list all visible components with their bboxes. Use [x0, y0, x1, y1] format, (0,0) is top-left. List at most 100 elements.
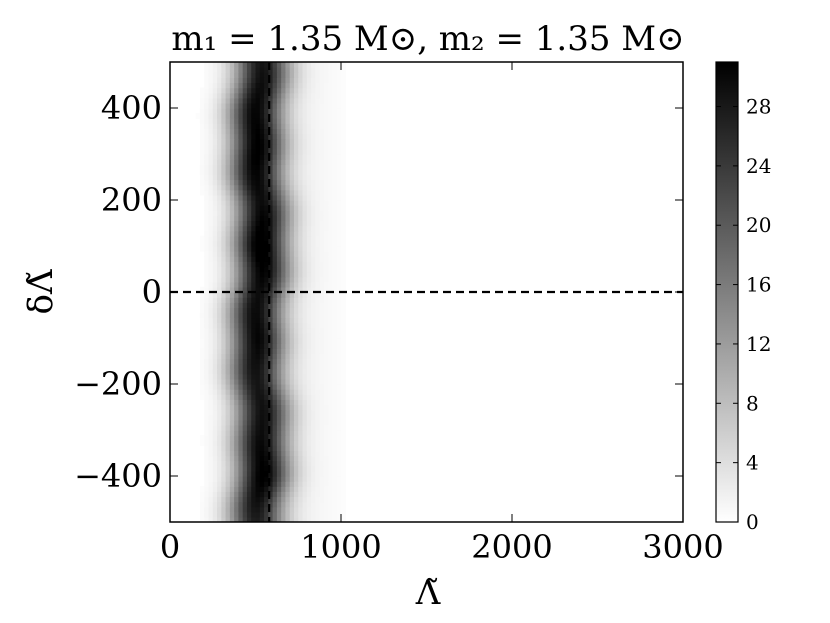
heatmap-cell: [264, 97, 269, 104]
heatmap-cell: [332, 72, 338, 78]
heatmap-cell: [208, 501, 214, 508]
heatmap-cell: [212, 312, 218, 319]
heatmap-cell: [336, 378, 342, 385]
heatmap-cell: [289, 113, 295, 119]
heatmap-cell: [332, 435, 338, 441]
heatmap-cell: [285, 327, 291, 334]
heatmap-cell: [234, 501, 240, 508]
heatmap-cell: [281, 276, 287, 283]
heatmap-cell: [289, 169, 295, 176]
heatmap-cell: [225, 435, 231, 441]
heatmap-cell: [246, 435, 252, 441]
heatmap-cell: [208, 404, 214, 411]
heatmap-cell: [323, 72, 329, 78]
heatmap-cell: [332, 348, 338, 354]
heatmap-cell: [298, 353, 304, 360]
heatmap-cell: [298, 77, 304, 84]
heatmap-cell: [234, 67, 240, 73]
heatmap-cell: [336, 225, 342, 232]
heatmap-cell: [238, 118, 244, 124]
heatmap-cell: [285, 225, 291, 232]
heatmap-cell: [323, 394, 329, 400]
heatmap-cell: [255, 128, 261, 135]
heatmap-cell: [259, 189, 265, 196]
heatmap-cell: [281, 312, 287, 319]
heatmap-cell: [246, 271, 252, 278]
heatmap-cell: [272, 148, 278, 155]
heatmap-cell: [259, 210, 265, 216]
heatmap-cell: [276, 312, 282, 319]
heatmap-cell: [212, 440, 218, 446]
heatmap-cell: [311, 220, 316, 227]
heatmap-cell: [272, 373, 278, 380]
heatmap-cell: [298, 235, 304, 242]
heatmap-cell: [336, 210, 342, 216]
heatmap-cell: [238, 399, 244, 406]
heatmap-cell: [212, 348, 218, 354]
heatmap-cell: [217, 123, 222, 130]
heatmap-cell: [246, 440, 252, 446]
heatmap-cell: [276, 266, 282, 273]
heatmap-cell: [272, 338, 278, 344]
heatmap-cell: [217, 424, 222, 431]
heatmap-cell: [323, 67, 329, 73]
heatmap-cell: [302, 210, 308, 216]
heatmap-cell: [199, 368, 205, 375]
heatmap-cell: [323, 246, 329, 252]
heatmap-cell: [246, 276, 252, 283]
heatmap-cell: [238, 246, 244, 252]
heatmap-cell: [272, 384, 278, 390]
heatmap-cell: [289, 77, 295, 84]
heatmap-cell: [319, 225, 325, 232]
heatmap-cell: [234, 72, 240, 78]
heatmap-cell: [285, 506, 291, 513]
heatmap-cell: [341, 133, 346, 140]
heatmap-cell: [234, 368, 240, 375]
heatmap-cell: [217, 394, 222, 400]
heatmap-cell: [311, 246, 316, 252]
heatmap-cell: [298, 297, 304, 303]
heatmap-cell: [242, 511, 248, 518]
heatmap-cell: [298, 445, 304, 452]
heatmap-cell: [311, 179, 316, 186]
heatmap-cell: [208, 312, 214, 319]
heatmap-cell: [302, 455, 308, 462]
heatmap-cell: [276, 384, 282, 390]
heatmap-cell: [281, 281, 287, 288]
heatmap-cell: [281, 118, 287, 124]
heatmap-cell: [289, 108, 295, 114]
heatmap-cell: [246, 230, 252, 237]
heatmap-cell: [302, 384, 308, 390]
heatmap-cell: [336, 312, 342, 319]
heatmap-cell: [259, 133, 265, 140]
heatmap-cell: [246, 256, 252, 262]
heatmap-cell: [268, 511, 274, 518]
heatmap-cell: [208, 102, 214, 109]
heatmap-cell: [315, 230, 321, 237]
heatmap-cell: [255, 215, 261, 222]
heatmap-cell: [204, 159, 210, 165]
heatmap-cell: [238, 445, 244, 452]
heatmap-cell: [332, 169, 338, 176]
heatmap-cell: [311, 332, 316, 339]
heatmap-cell: [221, 450, 227, 457]
heatmap-cell: [251, 465, 257, 472]
heatmap-cell: [341, 189, 346, 196]
heatmap-cell: [204, 506, 210, 513]
heatmap-cell: [217, 501, 222, 508]
heatmap-cell: [302, 189, 308, 196]
heatmap-cell: [221, 353, 227, 360]
heatmap-cell: [281, 440, 287, 446]
heatmap-cell: [306, 143, 312, 150]
heatmap-cell: [302, 389, 308, 395]
heatmap-cell: [225, 113, 231, 119]
heatmap-cell: [323, 102, 329, 109]
y-tick-label: −200: [74, 365, 162, 403]
heatmap-cell: [217, 363, 222, 370]
heatmap-cell: [341, 486, 346, 492]
heatmap-cell: [315, 445, 321, 452]
heatmap-cell: [319, 470, 325, 477]
heatmap-cell: [293, 358, 299, 365]
heatmap-cell: [298, 62, 304, 68]
heatmap-cell: [272, 200, 278, 206]
